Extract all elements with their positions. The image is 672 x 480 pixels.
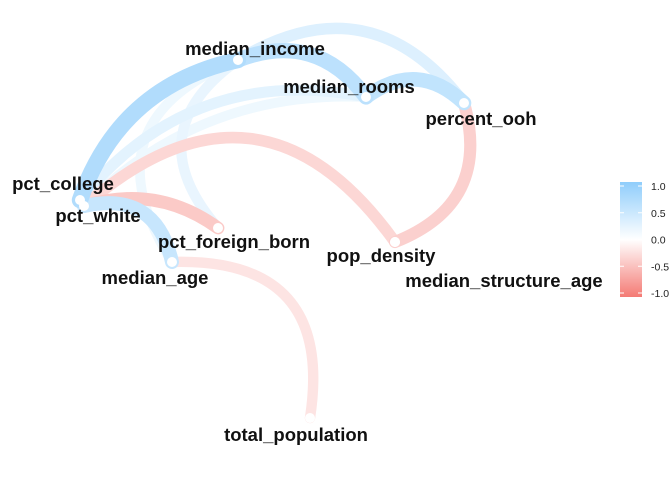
node-label-median_income: median_income [185, 38, 325, 59]
node-total_population [305, 413, 315, 423]
edge-layer [71, 22, 477, 424]
legend-tick-label: 0.5 [651, 208, 666, 220]
legend-ticks: 1.0 0.5 0.0 -0.5 -1.0 [620, 181, 669, 300]
node-pct_white [79, 201, 89, 211]
edge-percent_ooh-pop_density [388, 96, 477, 249]
node-label-pct_college: pct_college [12, 173, 114, 194]
node-median_rooms [361, 92, 371, 102]
node-label-total_population: total_population [224, 424, 368, 445]
edge-pct_college-median_rooms [74, 84, 372, 206]
edge-median_income-percent_ooh [232, 22, 470, 109]
edge-median_income-pct_college [71, 51, 247, 209]
node-label-pct_foreign_born: pct_foreign_born [158, 231, 310, 252]
edge-median_income-median_rooms [230, 43, 374, 105]
label-layer: median_income median_rooms percent_ooh pct_… [12, 38, 603, 445]
legend-colorbar [620, 182, 642, 297]
legend-tick-label: -1.0 [651, 288, 669, 300]
legend-tick-label: -0.5 [651, 261, 669, 273]
node-label-median_rooms: median_rooms [283, 76, 415, 97]
node-median_structure_age [390, 237, 400, 247]
node-label-pop_density: pop_density [327, 245, 437, 266]
node-median_age [167, 257, 177, 267]
node-percent_ooh [459, 98, 469, 108]
node-label-percent_ooh: percent_ooh [425, 108, 536, 129]
node-label-pct_white: pct_white [55, 205, 140, 226]
edge-median_rooms-percent_ooh [358, 72, 472, 111]
edge-median_income-pct_foreign_born [176, 54, 244, 234]
legend-tick-label: 1.0 [651, 181, 666, 193]
node-median_income [233, 55, 243, 65]
edge-median_age-total_population [166, 256, 319, 424]
node-label-median_structure_age: median_structure_age [405, 270, 602, 291]
edge-pct_white-pop_density [78, 131, 401, 248]
node-pct_foreign_born [213, 223, 223, 233]
edge-pct_white-median_age [77, 196, 179, 269]
node-label-median_age: median_age [102, 267, 209, 288]
legend-tick-label: 0.0 [651, 235, 666, 247]
node-layer [75, 55, 469, 423]
color-legend: 1.0 0.5 0.0 -0.5 -1.0 [620, 181, 669, 300]
